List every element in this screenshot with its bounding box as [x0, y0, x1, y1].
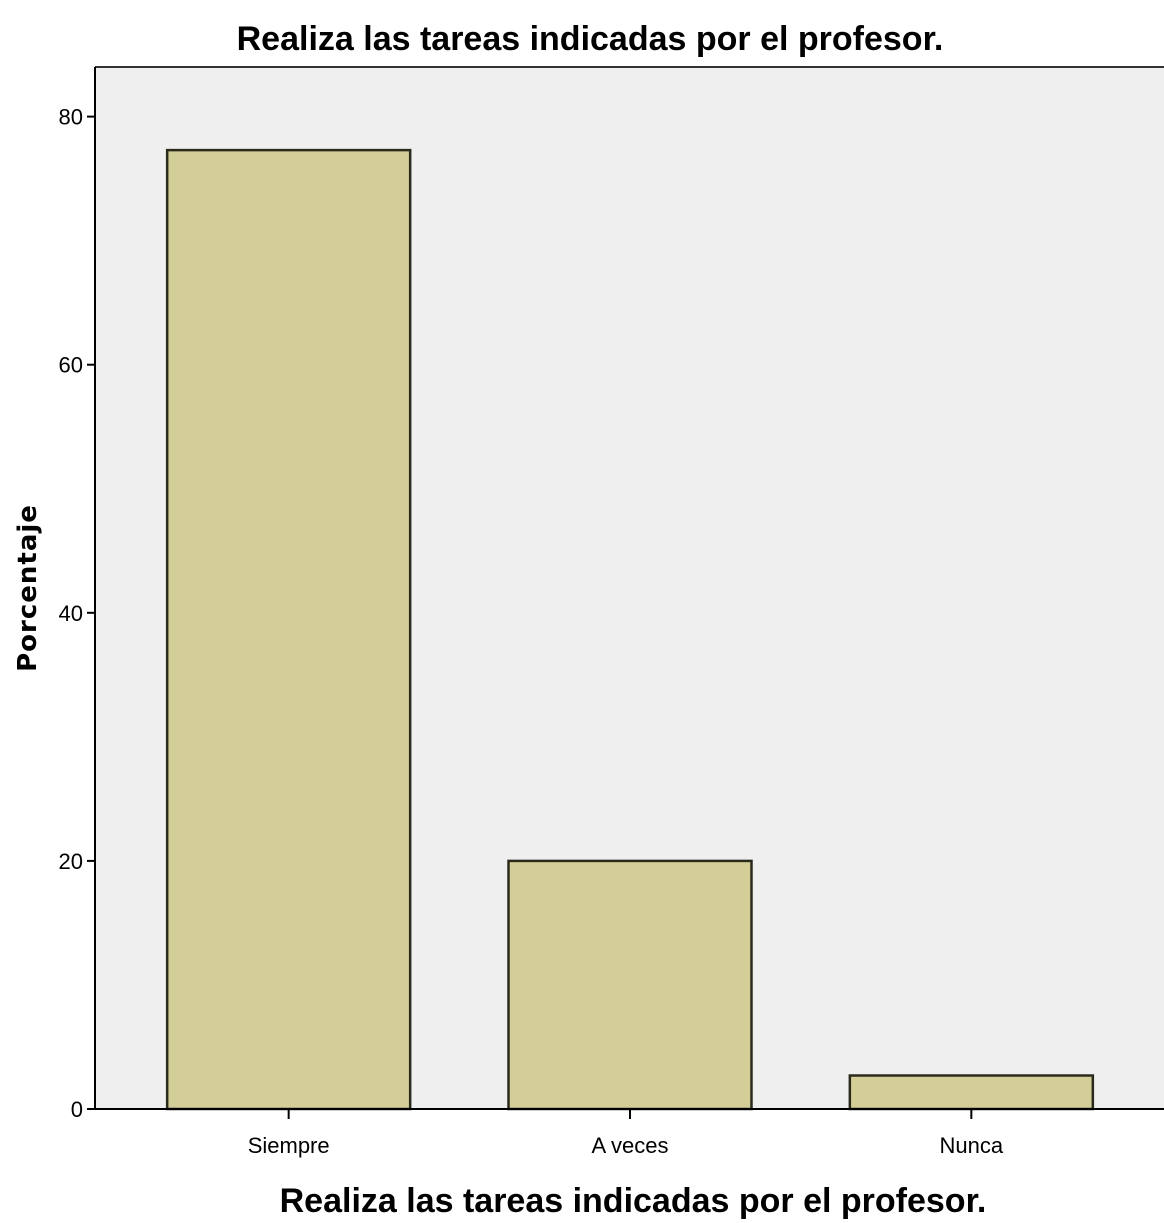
bar-a-veces	[507, 859, 753, 1111]
y-tick-label: 40	[59, 601, 83, 626]
chart-title: Realiza las tareas indicadas por el prof…	[237, 20, 944, 58]
y-tick-label: 60	[59, 353, 83, 378]
x-tick-label: Nunca	[940, 1133, 1004, 1158]
y-ticks-group: 0 20 40 60 80	[59, 105, 95, 1122]
x-tick-label: Siempre	[248, 1133, 330, 1158]
x-tick-label: A veces	[591, 1133, 668, 1158]
y-tick-label: 80	[59, 105, 83, 130]
bar-nunca	[848, 1074, 1095, 1111]
bar-siempre	[165, 148, 412, 1111]
x-axis-label: Realiza las tareas indicadas por el prof…	[280, 1182, 987, 1220]
y-axis-label: Porcentaje	[13, 504, 43, 672]
y-tick-label: 20	[59, 849, 83, 874]
y-tick-label: 0	[71, 1097, 83, 1122]
x-ticks-group: Siempre A veces Nunca	[248, 1109, 1004, 1158]
